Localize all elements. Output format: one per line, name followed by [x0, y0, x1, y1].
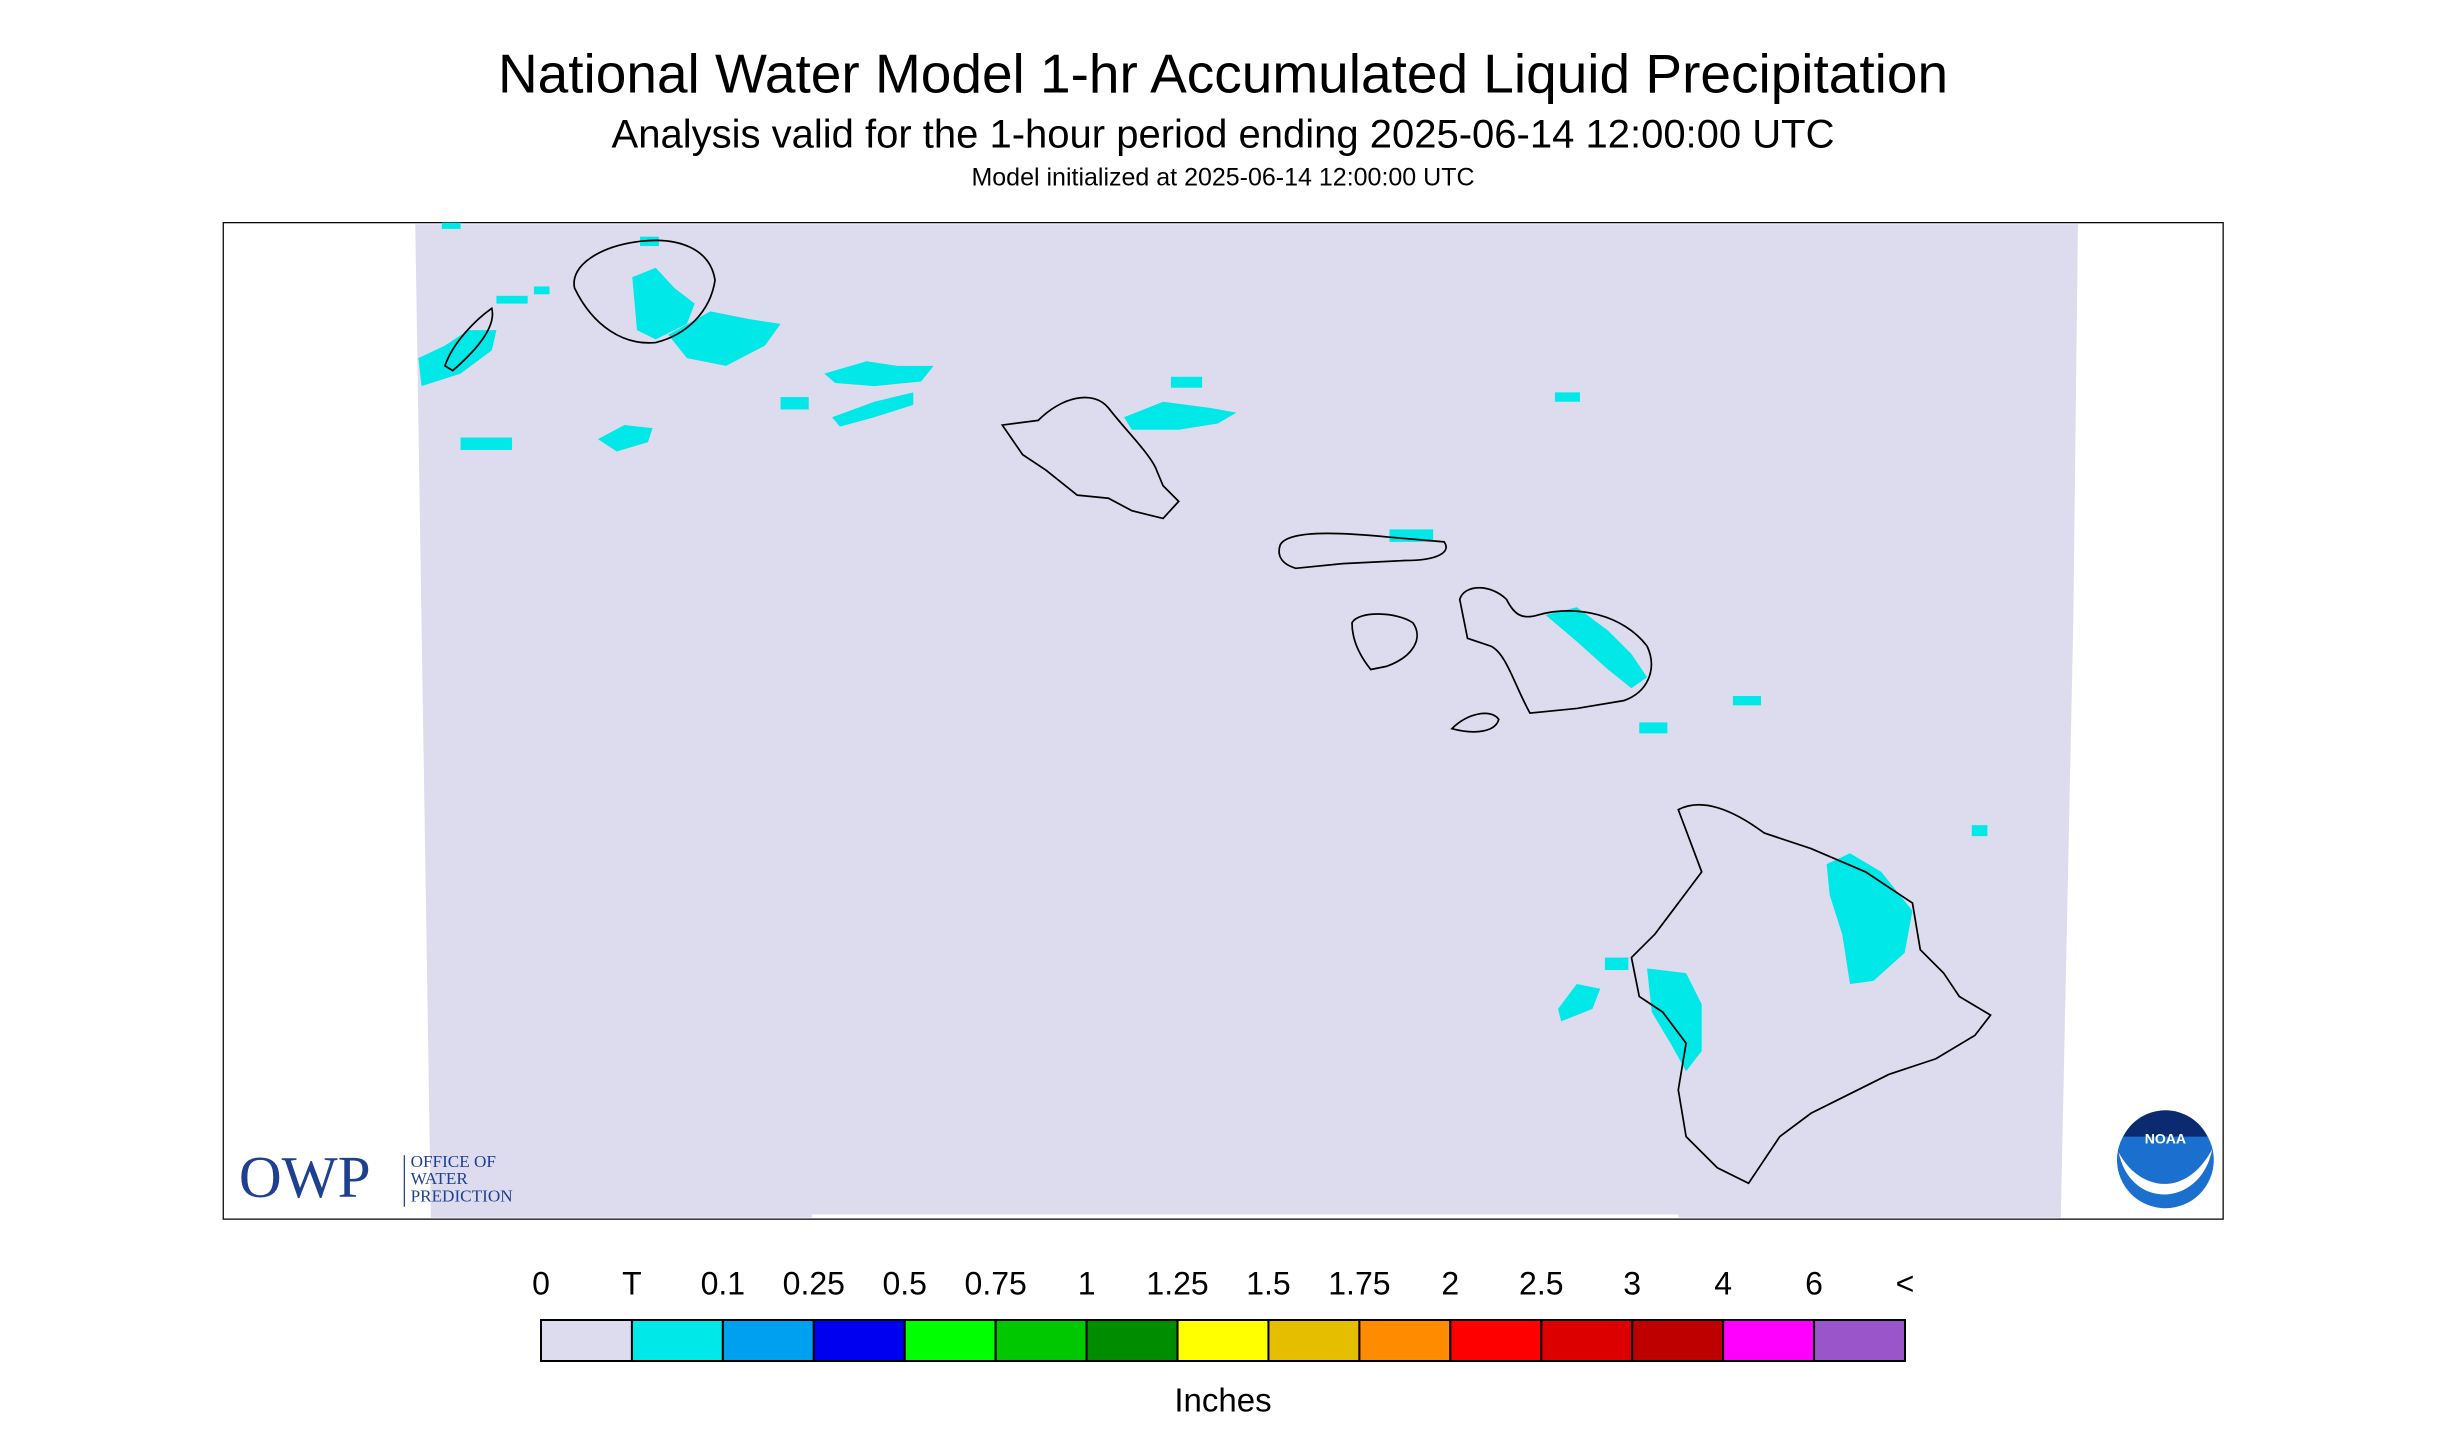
title: National Water Model 1-hr Accumulated Li…	[498, 43, 1948, 105]
legend-label: 0.5	[882, 1265, 926, 1301]
owp-name: OFFICE OF	[411, 1152, 496, 1171]
legend-label: 1	[1078, 1265, 1096, 1301]
legend-label: 1.75	[1328, 1265, 1390, 1301]
legend-label: 2.5	[1519, 1265, 1563, 1301]
legend-swatch	[994, 1319, 1088, 1362]
init-time: Model initialized at 2025-06-14 12:00:00…	[971, 164, 1474, 192]
legend-label: T	[622, 1265, 642, 1301]
legend-label: 0.25	[783, 1265, 845, 1301]
legend-swatch	[812, 1319, 906, 1362]
legend-swatch	[630, 1319, 724, 1362]
legend-swatch	[1540, 1319, 1634, 1362]
precip-areas	[418, 222, 1988, 1072]
legend-label: 0.1	[701, 1265, 745, 1301]
legend-label: 2	[1441, 1265, 1459, 1301]
legend-swatch	[1176, 1319, 1270, 1362]
coastlines	[443, 239, 1992, 1185]
legend: 0 T 0.1 0.25 0.5 0.75 1 1.25 1.5 1.75 2 2.5 3 4 6 <	[532, 1265, 1915, 1362]
legend-swatch	[1085, 1319, 1179, 1362]
noaa-text: NOAA	[2145, 1130, 2186, 1146]
legend-swatch	[1631, 1319, 1725, 1362]
owp-logo: OWP	[239, 1144, 371, 1210]
legend-swatch	[540, 1319, 633, 1362]
legend-swatch	[1722, 1319, 1816, 1362]
legend-label: 1.5	[1246, 1265, 1290, 1301]
owp-name: WATER	[411, 1169, 469, 1188]
legend-label: 6	[1805, 1265, 1823, 1301]
legend-label: 3	[1623, 1265, 1641, 1301]
legend-label: 0.75	[965, 1265, 1027, 1301]
noaa-top	[2123, 1110, 2208, 1137]
legend-label: 0	[532, 1265, 550, 1301]
legend-label: 1.25	[1146, 1265, 1208, 1301]
legend-unit: Inches	[1174, 1382, 1271, 1419]
legend-label: 4	[1714, 1265, 1732, 1301]
noaa-gull	[2118, 1149, 2213, 1195]
legend-swatch	[1358, 1319, 1452, 1362]
analysis-domain	[415, 224, 2078, 1218]
legend-label: <	[1896, 1265, 1915, 1301]
legend-swatch	[721, 1319, 815, 1362]
legend-swatch	[1813, 1319, 1906, 1362]
legend-swatch	[903, 1319, 997, 1362]
subtitle: Analysis valid for the 1-hour period end…	[612, 113, 1835, 157]
owp-name: PREDICTION	[411, 1186, 513, 1205]
legend-swatch	[1267, 1319, 1361, 1362]
legend-swatch	[1449, 1319, 1543, 1362]
map: OWP OFFICE OF WATER PREDICTION NOAA	[222, 222, 2224, 1220]
